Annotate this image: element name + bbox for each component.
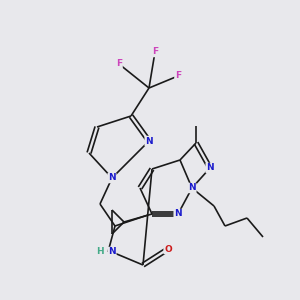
Text: F: F: [116, 59, 122, 68]
Text: F: F: [152, 47, 158, 56]
Text: N: N: [145, 136, 153, 146]
Text: N: N: [174, 209, 182, 218]
Text: N: N: [188, 184, 196, 193]
Text: O: O: [164, 244, 172, 253]
Text: F: F: [175, 71, 181, 80]
Text: N: N: [206, 164, 214, 172]
Text: N: N: [108, 248, 116, 256]
Text: H: H: [96, 248, 104, 256]
Text: N: N: [108, 173, 116, 182]
